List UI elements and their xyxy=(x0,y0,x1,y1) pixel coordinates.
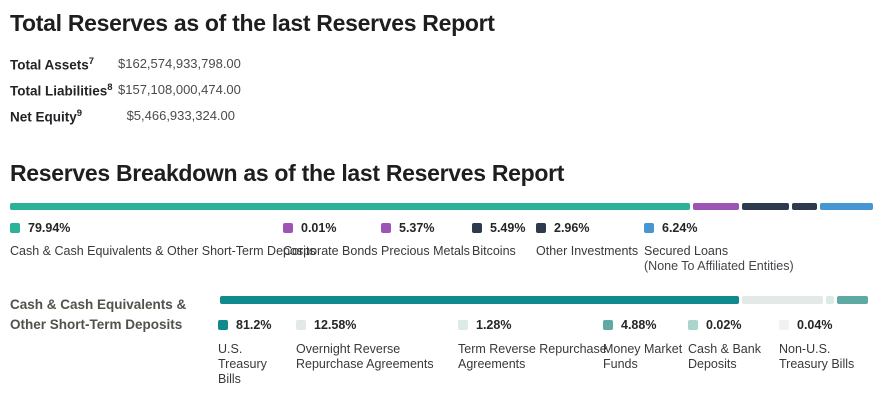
legend-swatch-icon xyxy=(688,320,698,330)
reserves-breakdown-stacked-bar xyxy=(10,203,874,210)
bar-segment xyxy=(10,203,691,210)
legend-label: Non-U.S. Treasury Bills xyxy=(779,342,855,371)
legend-item-cash-equivalents: 79.94% Cash & Cash Equivalents & Other S… xyxy=(10,221,316,259)
legend-item-corporate-bonds: 0.01% Corporate Bonds xyxy=(283,221,378,259)
totals-table: Total Assets7 $162,574,933,798.00 Total … xyxy=(10,56,241,134)
legend-label: Precious Metals xyxy=(381,244,470,258)
legend-item-bitcoins: 5.49% Bitcoins xyxy=(472,221,525,259)
legend-percent: 6.24% xyxy=(662,221,698,235)
total-liabilities-label: Total Liabilities8 xyxy=(10,82,113,99)
legend-item-overnight-reverse-repo: 12.58% Overnight Reverse Repurchase Agre… xyxy=(296,318,458,372)
legend-percent: 0.01% xyxy=(301,221,337,235)
legend-percent: 81.2% xyxy=(236,318,272,332)
total-liabilities-value: $157,108,000,474.00 xyxy=(118,82,241,97)
sub-section-title: Cash & Cash Equivalents & Other Short-Te… xyxy=(10,297,187,332)
legend-percent: 0.02% xyxy=(706,318,742,332)
legend-percent: 1.28% xyxy=(476,318,512,332)
legend-label: Corporate Bonds xyxy=(283,244,378,258)
legend-swatch-icon xyxy=(218,320,228,330)
bar-segment xyxy=(819,203,874,210)
legend-item-secured-loans: 6.24% Secured Loans (None To Affiliated … xyxy=(644,221,794,274)
legend-swatch-icon xyxy=(779,320,789,330)
legend-percent: 4.88% xyxy=(621,318,657,332)
total-reserves-title: Total Reserves as of the last Reserves R… xyxy=(10,10,495,36)
legend-swatch-icon xyxy=(10,223,20,233)
legend-percent: 5.37% xyxy=(399,221,435,235)
cash-equivalents-stacked-bar xyxy=(220,296,868,304)
legend-label: Other Investments xyxy=(536,244,639,258)
legend-note: (None To Affiliated Entities) xyxy=(644,259,794,273)
legend-label: Term Reverse Repurchase Agreements xyxy=(458,342,607,371)
legend-item-term-reverse-repo: 1.28% Term Reverse Repurchase Agreements xyxy=(458,318,616,372)
legend-percent: 79.94% xyxy=(28,221,71,235)
legend-swatch-icon xyxy=(296,320,306,330)
bar-segment xyxy=(836,296,868,304)
legend-item-money-market-funds: 4.88% Money Market Funds xyxy=(603,318,689,372)
table-row: Net Equity9 $5,466,933,324.00 xyxy=(10,108,235,134)
total-assets-value: $162,574,933,798.00 xyxy=(118,56,241,71)
footnote-ref: 7 xyxy=(88,56,95,67)
net-equity-value: $5,466,933,324.00 xyxy=(126,108,235,123)
bar-segment xyxy=(742,296,823,304)
legend-label: Secured Loans xyxy=(644,244,729,258)
legend-swatch-icon xyxy=(644,223,654,233)
legend-percent: 12.58% xyxy=(314,318,357,332)
legend-item-cash-bank-deposits: 0.02% Cash & Bank Deposits xyxy=(688,318,770,372)
legend-item-other-investments: 2.96% Other Investments xyxy=(536,221,638,259)
bar-segment xyxy=(825,296,834,304)
legend-swatch-icon xyxy=(283,223,293,233)
bar-segment xyxy=(220,296,740,304)
bar-segment xyxy=(742,203,789,210)
legend-label: U.S. Treasury Bills xyxy=(218,342,267,386)
legend-label: Cash & Cash Equivalents & Other Short-Te… xyxy=(10,244,316,258)
legend-item-non-us-treasury-bills: 0.04% Non-U.S. Treasury Bills xyxy=(779,318,874,372)
bar-segment xyxy=(693,203,739,210)
legend-swatch-icon xyxy=(381,223,391,233)
bar-segment xyxy=(791,203,817,210)
legend-swatch-icon xyxy=(603,320,613,330)
reserves-breakdown-title: Reserves Breakdown as of the last Reserv… xyxy=(10,160,565,186)
table-row: Total Liabilities8 $157,108,000,474.00 xyxy=(10,82,241,108)
legend-percent: 5.49% xyxy=(490,221,526,235)
legend-label: Overnight Reverse Repurchase Agreements xyxy=(296,342,434,371)
legend-label: Money Market Funds xyxy=(603,342,683,371)
legend-label: Bitcoins xyxy=(472,244,516,258)
legend-percent: 0.04% xyxy=(797,318,833,332)
legend-swatch-icon xyxy=(458,320,468,330)
legend-swatch-icon xyxy=(536,223,546,233)
net-equity-label: Net Equity9 xyxy=(10,108,83,125)
legend-label: Cash & Bank Deposits xyxy=(688,342,761,371)
total-assets-label: Total Assets7 xyxy=(10,56,95,73)
footnote-ref: 8 xyxy=(107,82,113,93)
legend-swatch-icon xyxy=(472,223,482,233)
legend-percent: 2.96% xyxy=(554,221,590,235)
footnote-ref: 9 xyxy=(76,108,83,119)
legend-item-precious-metals: 5.37% Precious Metals xyxy=(381,221,470,259)
legend-item-us-treasury-bills: 81.2% U.S. Treasury Bills xyxy=(218,318,280,387)
table-row: Total Assets7 $162,574,933,798.00 xyxy=(10,56,241,82)
